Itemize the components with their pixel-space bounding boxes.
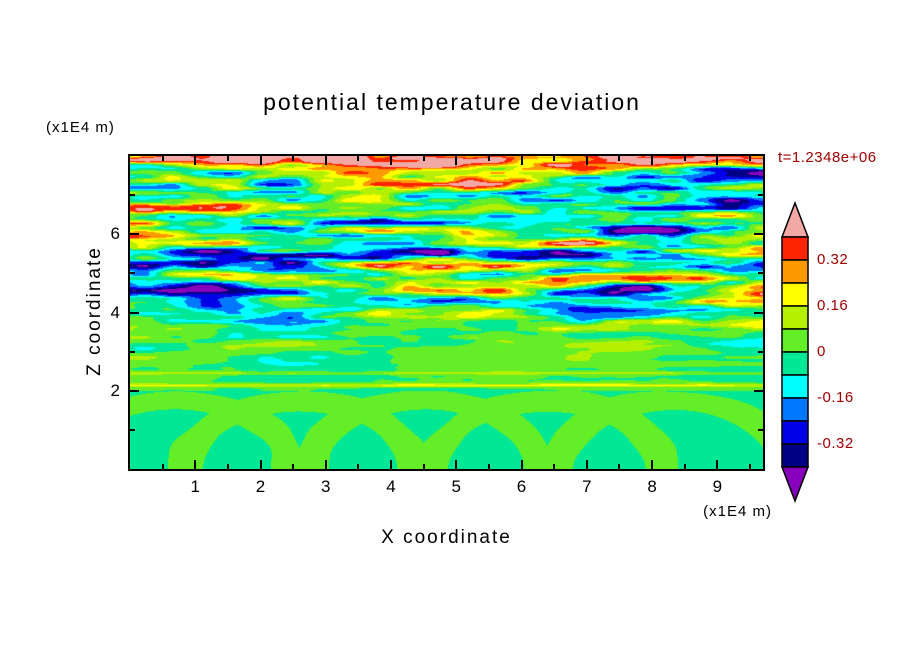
x-tick-label: 3 xyxy=(321,477,331,496)
x-tick xyxy=(324,156,327,165)
x-minor-tick xyxy=(357,156,360,161)
colorbar-above-arrow xyxy=(780,201,810,238)
colorbar-cell xyxy=(781,397,809,422)
z-minor-tick xyxy=(758,272,763,275)
z-tick xyxy=(130,233,139,236)
plot-frame xyxy=(128,154,765,471)
colorbar-tick-label: -0.16 xyxy=(817,389,854,406)
x-tick xyxy=(324,460,327,469)
x-tick-label: 9 xyxy=(712,477,723,496)
z-tick-label: 6 xyxy=(110,224,120,244)
colorbar-tick-label: 0.32 xyxy=(817,251,849,268)
x-minor-tick xyxy=(553,464,556,469)
z-tick-label: 4 xyxy=(110,302,120,322)
z-axis-unit-label: (x1E4 m) xyxy=(46,119,115,136)
x-tick-label: 7 xyxy=(582,477,592,496)
x-minor-tick xyxy=(226,464,229,469)
x-minor-tick xyxy=(553,156,556,161)
x-minor-tick xyxy=(292,464,295,469)
x-minor-tick xyxy=(422,464,425,469)
x-tick xyxy=(716,156,719,165)
z-minor-tick xyxy=(758,428,763,431)
x-minor-tick xyxy=(618,464,621,469)
colorbar-cell xyxy=(781,328,809,353)
z-tick xyxy=(130,389,139,392)
colorbar-cell xyxy=(781,351,809,376)
z-tick-label: 2 xyxy=(110,380,120,400)
x-minor-tick xyxy=(226,156,229,161)
z-minor-tick xyxy=(130,428,135,431)
x-minor-tick xyxy=(683,464,686,469)
x-tick xyxy=(259,460,262,469)
x-tick xyxy=(520,156,523,165)
x-tick xyxy=(716,460,719,469)
z-tick xyxy=(754,389,763,392)
x-tick xyxy=(455,460,458,469)
colorbar-cell xyxy=(781,282,809,307)
x-minor-tick xyxy=(748,464,751,469)
x-tick-label: 4 xyxy=(386,477,396,496)
x-tick xyxy=(651,156,654,165)
x-minor-tick xyxy=(618,156,621,161)
field-canvas xyxy=(130,156,763,469)
x-tick xyxy=(259,156,262,165)
x-tick-label: 6 xyxy=(516,477,527,496)
x-tick-label: 2 xyxy=(255,477,266,496)
x-tick xyxy=(390,460,393,469)
x-tick xyxy=(520,460,523,469)
z-axis-title: Z coordinate xyxy=(84,246,105,376)
z-minor-tick xyxy=(130,194,135,197)
x-minor-tick xyxy=(683,156,686,161)
z-tick xyxy=(754,233,763,236)
z-minor-tick xyxy=(758,350,763,353)
colorbar-tick-label: 0.16 xyxy=(817,297,849,314)
colorbar-cell xyxy=(781,259,809,284)
x-tick xyxy=(651,460,654,469)
x-tick xyxy=(585,460,588,469)
x-minor-tick xyxy=(487,156,490,161)
x-tick xyxy=(194,460,197,469)
colorbar-below-arrow xyxy=(780,466,810,504)
x-tick-label: 8 xyxy=(647,477,657,496)
colorbar-tick-label: 0 xyxy=(817,343,826,360)
x-axis-title: X coordinate xyxy=(381,527,512,548)
x-tick xyxy=(194,156,197,165)
x-minor-tick xyxy=(161,464,164,469)
x-minor-tick xyxy=(487,464,490,469)
time-annotation: t=1.2348e+06 xyxy=(778,149,877,166)
x-minor-tick xyxy=(422,156,425,161)
colorbar-cell xyxy=(781,236,809,261)
z-minor-tick xyxy=(758,194,763,197)
x-tick xyxy=(585,156,588,165)
z-minor-tick xyxy=(130,272,135,275)
colorbar-tick-label: -0.32 xyxy=(817,435,854,452)
x-tick xyxy=(390,156,393,165)
z-tick xyxy=(754,311,763,314)
colorbar-cell xyxy=(781,305,809,330)
colorbar xyxy=(780,201,810,504)
x-minor-tick xyxy=(161,156,164,161)
x-tick xyxy=(455,156,458,165)
plot-title: potential temperature deviation xyxy=(263,89,641,115)
x-minor-tick xyxy=(357,464,360,469)
x-axis-unit-label: (x1E4 m) xyxy=(703,503,772,520)
x-minor-tick xyxy=(748,156,751,161)
z-tick xyxy=(130,311,139,314)
colorbar-cell xyxy=(781,374,809,399)
x-tick-label: 5 xyxy=(451,477,462,496)
colorbar-cell xyxy=(781,420,809,445)
colorbar-cell xyxy=(781,443,809,468)
z-minor-tick xyxy=(130,350,135,353)
x-minor-tick xyxy=(292,156,295,161)
x-tick-label: 1 xyxy=(190,477,200,496)
